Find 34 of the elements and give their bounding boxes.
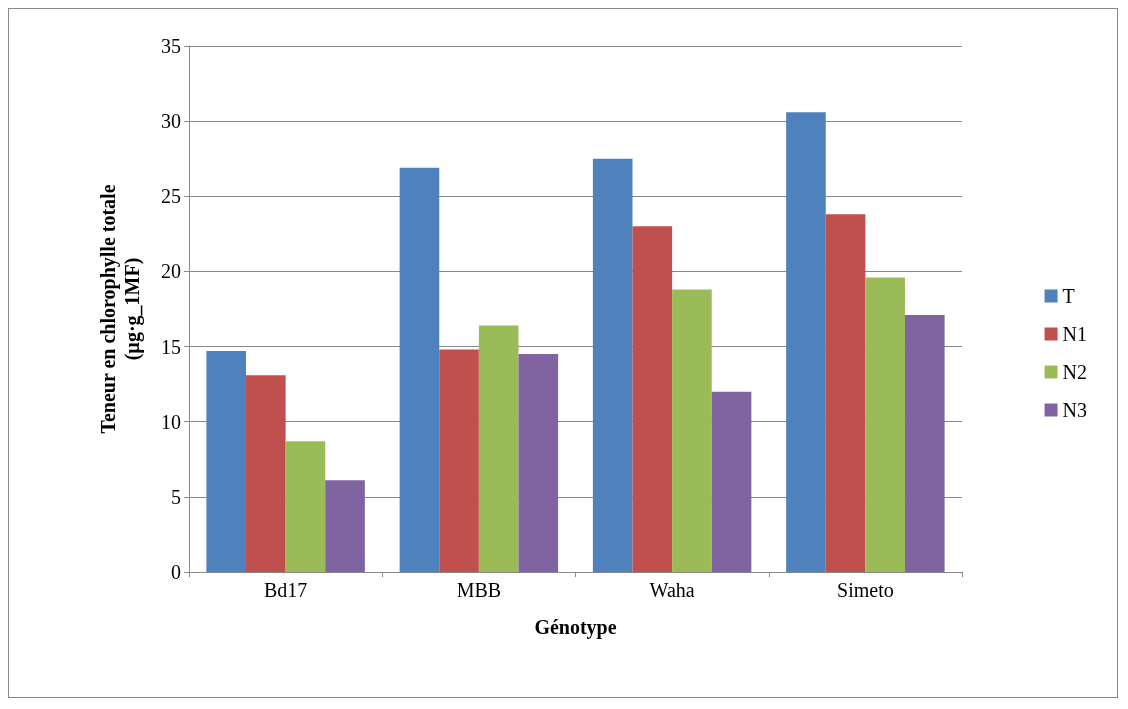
bar — [786, 112, 826, 572]
y-axis-title: Teneur en chlorophylle totale (µg·g_1MF) — [97, 184, 144, 434]
bar — [865, 277, 905, 572]
bar — [518, 354, 559, 572]
y-tick-label: 20 — [161, 260, 181, 283]
x-tick-label: MBB — [456, 579, 502, 601]
bar — [711, 391, 752, 572]
bar — [478, 325, 519, 572]
bar — [592, 158, 633, 572]
x-axis-title: Génotype — [534, 616, 617, 639]
x-tick-label: Waha — [649, 579, 695, 601]
bar — [439, 349, 479, 572]
legend-label: N3 — [1062, 399, 1088, 421]
x-tick-label: Simeto — [837, 579, 894, 601]
bar — [206, 351, 247, 572]
y-tick-label: 10 — [161, 410, 181, 433]
bar — [632, 226, 673, 572]
legend-label: N1 — [1062, 323, 1088, 345]
y-tick-label: 15 — [161, 335, 181, 358]
y-tick-label: 0 — [171, 561, 181, 583]
y-tick-label: 25 — [161, 185, 181, 208]
x-tick-label: Bd17 — [263, 579, 308, 601]
bar — [825, 214, 866, 572]
bar — [325, 480, 365, 572]
bar — [246, 375, 286, 572]
y-tick-label: 30 — [161, 110, 181, 133]
y-tick-label: 35 — [161, 35, 181, 57]
legend-label: N2 — [1062, 361, 1088, 383]
y-tick-label: 5 — [171, 485, 181, 508]
bar — [672, 289, 712, 572]
legend-label: T — [1062, 285, 1075, 307]
bar — [285, 441, 326, 572]
bar — [399, 167, 440, 572]
bar — [904, 315, 945, 572]
